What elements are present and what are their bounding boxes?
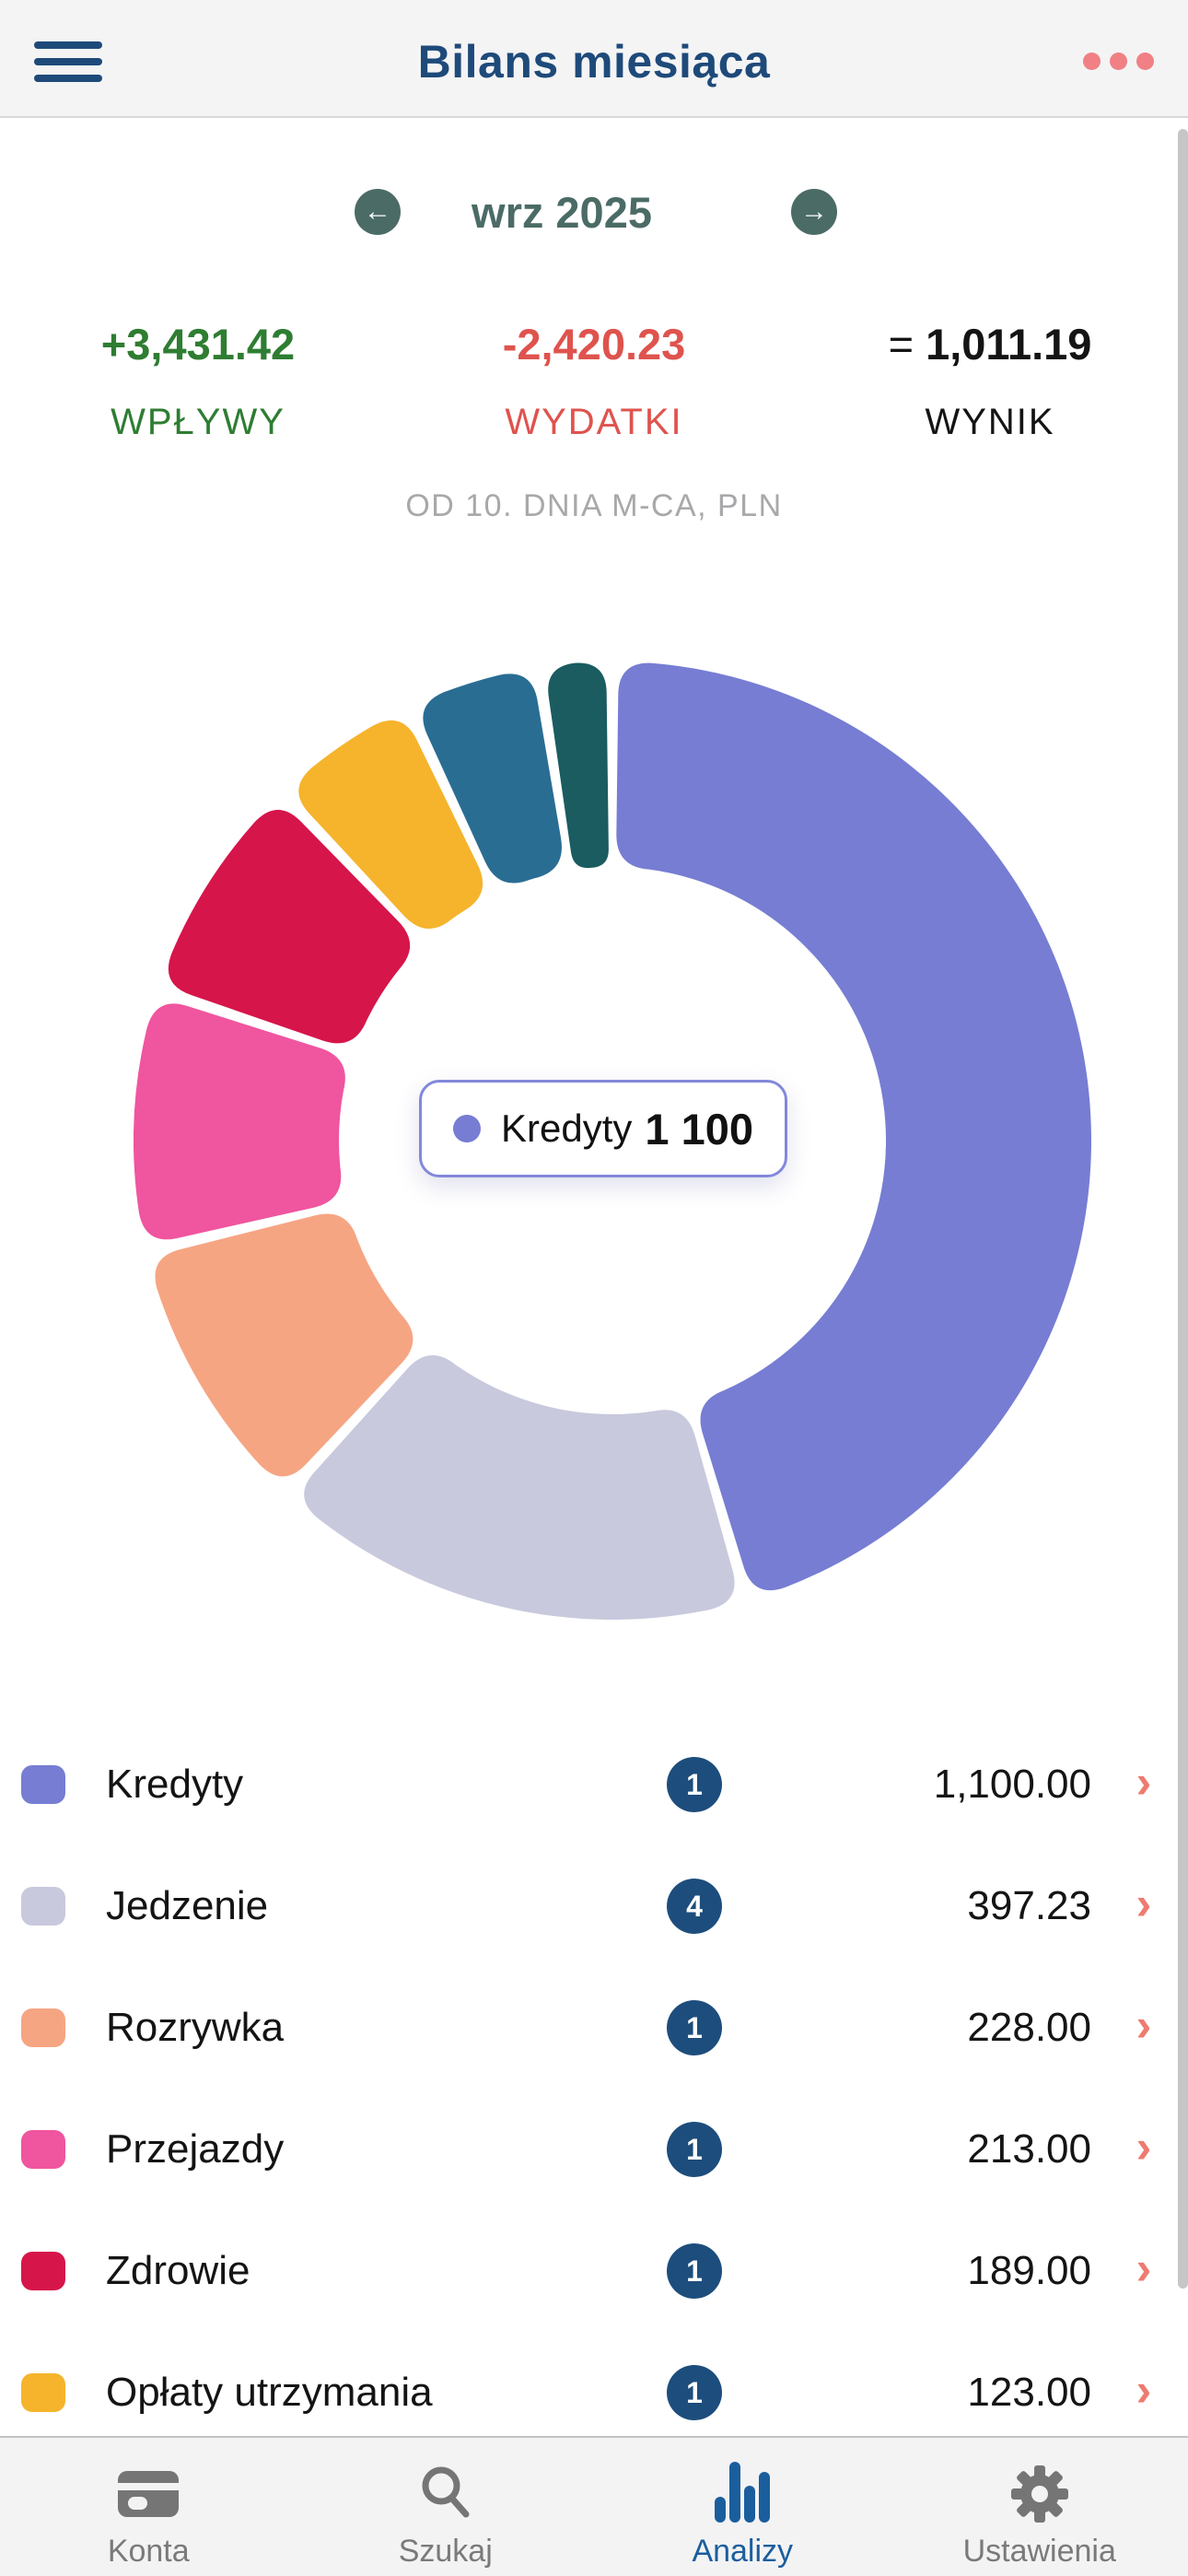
donut-segment-zdrowie[interactable]	[168, 809, 411, 1044]
bar-chart-icon	[710, 2462, 775, 2526]
arrow-left-icon: ←	[364, 196, 391, 227]
prev-month-button[interactable]: ←	[355, 189, 401, 235]
tab-label: Szukaj	[398, 2534, 493, 2569]
hamburger-bar	[34, 58, 102, 65]
tooltip-category-dot	[453, 1115, 481, 1142]
chevron-right-icon[interactable]: ›	[1136, 1878, 1152, 1929]
period-subtitle: OD 10. DNIA M-CA, PLN	[405, 488, 783, 523]
list-item-rozrywka[interactable]: Rozrywka 1 228.00 ›	[0, 1967, 1188, 2089]
list-item-jedzenie[interactable]: Jedzenie 4 397.23 ›	[0, 1845, 1188, 1967]
scrollbar[interactable]	[1178, 129, 1188, 2289]
page-title: Bilans miesiąca	[417, 36, 771, 88]
category-color-swatch	[21, 2008, 65, 2047]
chevron-right-icon[interactable]: ›	[1136, 1756, 1152, 1808]
income-label: WPŁYWY	[111, 402, 285, 442]
income-value: +3,431.42	[100, 320, 296, 369]
hamburger-bar	[34, 41, 102, 49]
list-item-przejazdy[interactable]: Przejazdy 1 213.00 ›	[0, 2089, 1188, 2210]
more-options-icon[interactable]	[1083, 53, 1154, 70]
chevron-right-icon[interactable]: ›	[1136, 1999, 1152, 2051]
category-name: Rozrywka	[106, 2005, 285, 2050]
arrow-right-icon: →	[800, 196, 828, 227]
result-label: WYNIK	[925, 402, 1055, 442]
transaction-count-badge: 1	[667, 2000, 722, 2055]
category-color-swatch	[21, 2252, 65, 2290]
category-color-swatch	[21, 2130, 65, 2169]
category-name: Przejazdy	[106, 2126, 285, 2172]
tab-label: Konta	[107, 2534, 190, 2569]
tab-konta[interactable]: Konta	[0, 2438, 297, 2576]
category-name: Kredyty	[106, 1762, 244, 1807]
list-item-zdrowie[interactable]: Zdrowie 1 189.00 ›	[0, 2210, 1188, 2332]
category-amount: 213.00	[967, 2126, 1091, 2172]
category-color-swatch	[21, 1887, 65, 1926]
equals-sign: =	[888, 320, 926, 369]
transaction-count-badge: 1	[667, 2365, 722, 2420]
category-color-swatch	[21, 2373, 65, 2412]
donut-segment-hidden-6[interactable]	[423, 673, 562, 884]
expenses-column: -2,420.23 WYDATKI	[396, 321, 792, 443]
result-number: 1,011.19	[926, 320, 1092, 369]
tab-ustawienia[interactable]: Ustawienia	[891, 2438, 1188, 2576]
category-amount: 228.00	[967, 2005, 1091, 2050]
list-item-kredyty[interactable]: Kredyty 1 1,100.00 ›	[0, 1724, 1188, 1845]
expenses-label: WYDATKI	[505, 402, 683, 442]
donut-chart-svg	[134, 662, 1092, 1621]
transaction-count-badge: 1	[667, 2243, 722, 2299]
category-amount: 123.00	[967, 2370, 1091, 2415]
donut-segment-opłaty-utrzymania[interactable]	[298, 720, 483, 929]
chart-tooltip: Kredyty 1 100	[419, 1080, 787, 1177]
transaction-count-badge: 1	[667, 2122, 722, 2177]
chevron-right-icon[interactable]: ›	[1136, 2121, 1152, 2172]
tab-label: Ustawienia	[962, 2534, 1116, 2569]
result-value: = 1,011.19	[792, 321, 1188, 369]
chevron-right-icon[interactable]: ›	[1136, 2242, 1152, 2294]
tooltip-category-label: Kredyty	[501, 1107, 633, 1150]
hamburger-bar	[34, 75, 102, 82]
ellipsis-dot	[1136, 53, 1154, 70]
donut-chart	[134, 662, 1092, 1621]
result-column: = 1,011.19 WYNIK	[792, 321, 1188, 443]
ellipsis-dot	[1110, 53, 1127, 70]
summary-row: +3,431.42 WPŁYWY -2,420.23 WYDATKI = 1,0…	[0, 321, 1188, 443]
chevron-right-icon[interactable]: ›	[1136, 2364, 1152, 2416]
header-bar: Bilans miesiąca	[0, 0, 1188, 118]
category-name: Zdrowie	[106, 2248, 250, 2293]
category-amount: 1,100.00	[933, 1762, 1091, 1807]
hamburger-menu-icon[interactable]	[34, 41, 102, 82]
wallet-icon	[116, 2462, 181, 2526]
month-label: wrz 2025	[472, 188, 652, 237]
search-icon	[413, 2462, 478, 2526]
donut-segment-hidden-7[interactable]	[548, 662, 609, 869]
next-month-button[interactable]: →	[791, 189, 837, 235]
list-item-oplaty-utrzymania[interactable]: Opłaty utrzymania 1 123.00 ›	[0, 2332, 1188, 2453]
category-color-swatch	[21, 1765, 65, 1804]
tooltip-value: 1 100	[645, 1104, 753, 1153]
category-name: Jedzenie	[106, 1883, 269, 1928]
donut-segment-kredyty[interactable]	[616, 662, 1092, 1591]
transaction-count-badge: 1	[667, 1757, 722, 1812]
donut-segment-przejazdy[interactable]	[134, 1003, 345, 1240]
category-name: Opłaty utrzymania	[106, 2370, 433, 2415]
donut-segment-jedzenie[interactable]	[304, 1355, 735, 1621]
gear-icon	[1007, 2462, 1072, 2526]
tab-szukaj[interactable]: Szukaj	[297, 2438, 595, 2576]
bottom-tab-bar: Konta Szukaj Analizy	[0, 2436, 1188, 2576]
tab-analizy[interactable]: Analizy	[594, 2438, 891, 2576]
category-amount: 189.00	[967, 2248, 1091, 2293]
expenses-value: -2,420.23	[502, 320, 686, 369]
category-amount: 397.23	[967, 1883, 1091, 1928]
transaction-count-badge: 4	[667, 1879, 722, 1934]
category-list: Kredyty 1 1,100.00 › Jedzenie 4 397.23 ›…	[0, 1724, 1188, 2453]
income-column: +3,431.42 WPŁYWY	[0, 321, 396, 443]
tab-label: Analizy	[692, 2534, 794, 2569]
donut-segment-rozrywka[interactable]	[155, 1213, 413, 1477]
ellipsis-dot	[1083, 53, 1101, 70]
